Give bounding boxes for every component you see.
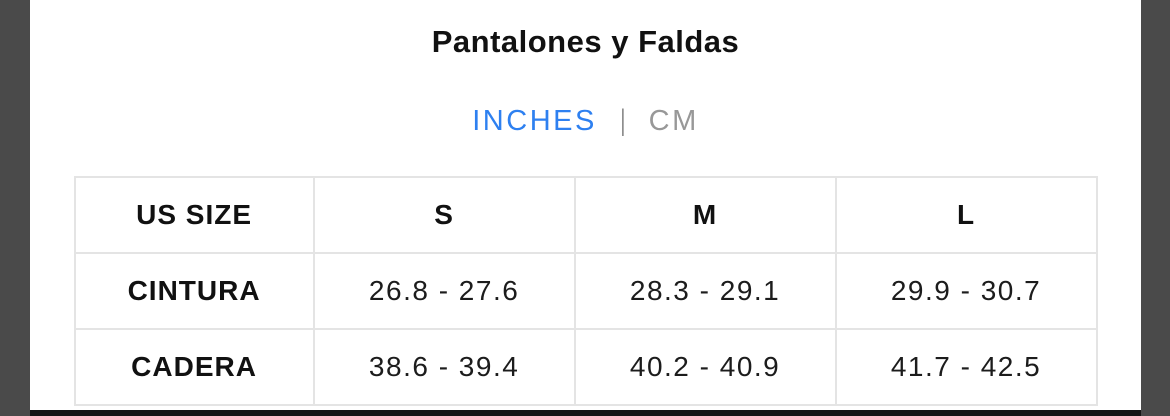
unit-toggle: INCHES | CM <box>30 102 1141 140</box>
toggle-divider: | <box>619 104 626 137</box>
cintura-l-value: 29.9 - 30.7 <box>834 252 1098 330</box>
table-header-row: US SIZE S M L <box>73 176 1098 254</box>
bottom-section-edge <box>30 410 1141 416</box>
tab-inches[interactable]: INCHES <box>472 104 597 137</box>
page-title: Pantalones y Faldas <box>431 24 740 59</box>
cintura-m-value: 28.3 - 29.1 <box>573 252 837 330</box>
cadera-l-value: 41.7 - 42.5 <box>834 328 1098 406</box>
left-edge-panel <box>0 0 30 416</box>
header-size-m: M <box>573 176 837 254</box>
cadera-m-value: 40.2 - 40.9 <box>573 328 837 406</box>
tab-cm[interactable]: CM <box>648 104 699 137</box>
row-label-cintura: CINTURA <box>73 252 315 330</box>
size-table-container: US SIZE S M L CINTURA 26.8 - 27.6 28.3 -… <box>30 176 1141 406</box>
size-chart-sheet: Pantalones y Faldas INCHES | CM US SIZE … <box>30 0 1141 416</box>
size-table: US SIZE S M L CINTURA 26.8 - 27.6 28.3 -… <box>73 176 1098 406</box>
header-size-l: L <box>834 176 1098 254</box>
table-row-cadera: CADERA 38.6 - 39.4 40.2 - 40.9 41.7 - 42… <box>73 328 1098 406</box>
right-edge-panel <box>1141 0 1170 416</box>
cintura-s-value: 26.8 - 27.6 <box>312 252 576 330</box>
header-size-s: S <box>312 176 576 254</box>
cadera-s-value: 38.6 - 39.4 <box>312 328 576 406</box>
header-us-size: US SIZE <box>73 176 315 254</box>
table-row-cintura: CINTURA 26.8 - 27.6 28.3 - 29.1 29.9 - 3… <box>73 252 1098 330</box>
row-label-cadera: CADERA <box>73 328 315 406</box>
